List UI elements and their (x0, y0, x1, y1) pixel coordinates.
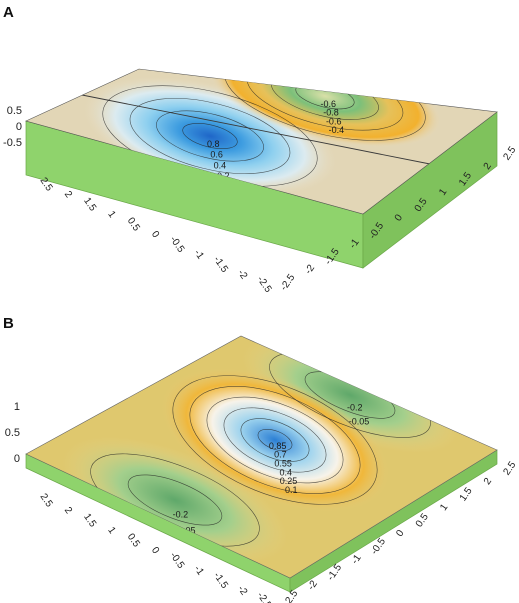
panel-a-x-tick: 2.5 (501, 144, 518, 162)
panel-a-x-tick: 2 (482, 161, 494, 172)
panel-label-a: A (3, 4, 14, 21)
panel-b-negative-lobe-front (62, 436, 288, 564)
panel-a-x-tick: 1 (437, 186, 449, 197)
panel-b-x-tick: -2.5 (282, 588, 301, 603)
panel-a-y-tick: -2 (235, 268, 249, 282)
panel-a-contour-ring (182, 123, 238, 149)
panel-b-y-tick: -1.5 (211, 570, 230, 591)
panel-b-contour-label: -0.2 (173, 510, 189, 520)
panel-b-contour-ring (172, 375, 378, 505)
panel-b-x-tick: -1 (350, 552, 364, 566)
panel-b-contour-ring (257, 428, 293, 452)
panel-a-contours: 0.80.60.40.2-0.6-0.8-0.6-0.4 (102, 69, 426, 187)
panel-b-y-tick: 1.5 (81, 512, 98, 530)
panel-a-contour-label: -0.6 (326, 116, 342, 126)
panel-a-y-tick: -2.5 (255, 274, 274, 295)
panel-a-contour-label: 0.6 (210, 150, 223, 160)
panel-a-y-tick: 0.5 (125, 216, 142, 234)
panel-a-x-tick: -2 (303, 263, 317, 277)
panel-b-contour-label: -0.2 (347, 403, 363, 413)
panel-a-z-tick: -0.5 (3, 137, 22, 149)
panel-b-contour-label: 0.7 (274, 450, 287, 460)
panel-b-y-tick: -1 (192, 564, 206, 578)
panel-b-y-tick: -0.5 (167, 550, 186, 571)
panel-b-contour-label: 0.55 (274, 458, 292, 468)
panel-label-b: B (3, 315, 14, 332)
panel-b-x-tick: 2.5 (501, 459, 518, 477)
panel-b-x-tick: 2 (482, 476, 494, 487)
panel-a-y-tick: 0 (149, 229, 161, 240)
panel-a-contour-label: -0.4 (329, 125, 345, 135)
panel-b-y-tick: 0 (149, 545, 161, 556)
panel-b-z-tick: 1 (14, 401, 20, 413)
panel-b-x-tick: 0 (394, 528, 406, 539)
panel-b-x-tick: 1 (438, 502, 450, 513)
panel-a-y-tick: -1 (192, 248, 206, 262)
panel-b-z-tick: 0.5 (5, 427, 20, 439)
panel-b-contour-ring (127, 474, 223, 526)
panel-a-x-tick: 0 (393, 212, 405, 223)
panel-b-y-tick: 1 (105, 525, 117, 536)
panel-b-contour-label: 0.1 (285, 485, 298, 495)
panel-a-y-tick: -0.5 (167, 234, 186, 255)
panel-b-contour-label: 0.85 (269, 441, 287, 451)
panel-a-y-tick: -1.5 (211, 254, 230, 275)
panel-b-x-tick: 1.5 (458, 485, 475, 503)
panel-a-z-tick: 0 (16, 121, 22, 133)
panel-b-contour-ring (240, 418, 310, 462)
panel-a-zero-contour (81, 94, 431, 165)
panel-b-contour-label: -0.05 (349, 416, 370, 426)
panel-b-contour-ring (206, 396, 344, 484)
panel-b: B 0.850.70.550.40.250.1-0.2-0.05-0.2-0.0… (3, 315, 498, 593)
panel-b-contour-label: 0.4 (280, 467, 293, 477)
panel-a-y-tick: 2 (62, 189, 74, 200)
panel-b-negative-lobe-back (242, 336, 458, 454)
panel-b-contour-label: 0.25 (280, 476, 298, 486)
panel-a-contour-ring (156, 110, 264, 162)
panel-b-y-tick: 0.5 (125, 532, 142, 550)
panel-a-contour-label: -0.6 (321, 99, 337, 109)
panel-a-contour-label: 0.4 (214, 160, 227, 170)
panel-b-contour-ring (189, 386, 361, 494)
panel-b-y-tick: 2 (62, 505, 74, 516)
panel-b-y-tick: -2.5 (255, 590, 274, 603)
panel-a-y-tick: 1 (105, 209, 117, 220)
panel-a-y-tick: 1.5 (81, 196, 98, 214)
panel-b-contour-ring (223, 407, 327, 473)
panel-a-contour-ring (129, 98, 291, 174)
panel-b-z-tick: 0 (14, 453, 20, 465)
panel-a-contour-label: -0.8 (323, 108, 339, 118)
panel-a-contour-label: 0.8 (207, 139, 220, 149)
panel-b-y-tick: -2 (235, 584, 249, 598)
panel-a: A 0.80.60.40.2-0.6-0.8-0.6-0.4 (3, 4, 498, 269)
panel-a-z-tick: 0.5 (7, 105, 22, 117)
panel-b-y-tick: 2.5 (38, 492, 55, 510)
panel-a-x-tick: -2.5 (279, 272, 298, 293)
